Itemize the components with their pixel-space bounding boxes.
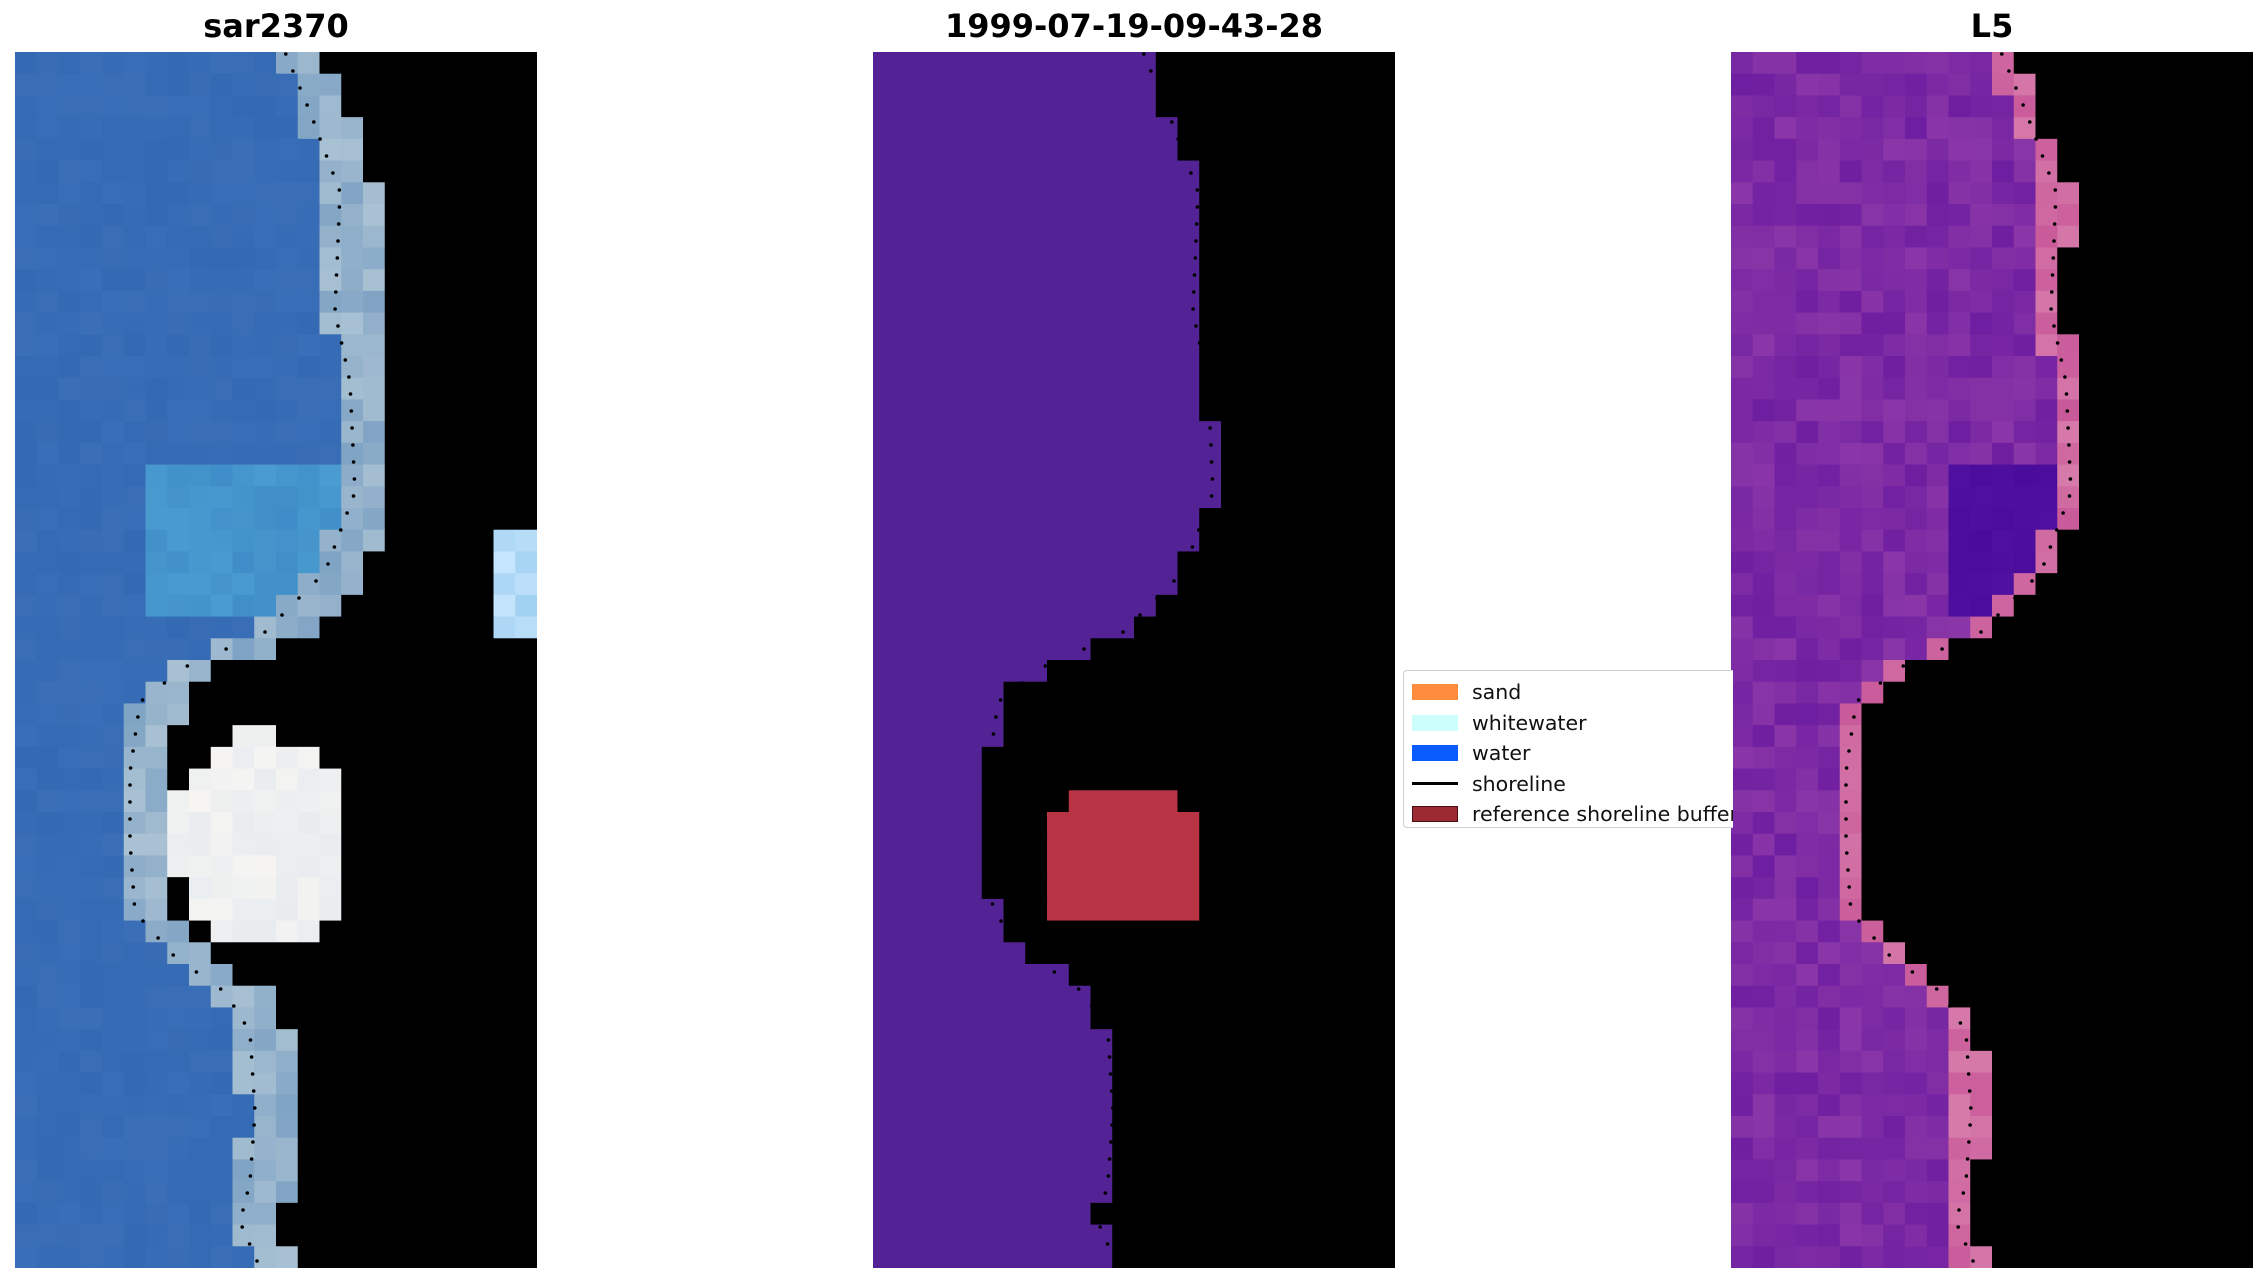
sar-image-panel — [15, 52, 537, 1268]
classification-image — [873, 52, 1395, 1268]
l5-panel — [1731, 52, 2253, 1268]
raster-pixels — [1731, 52, 2253, 1268]
legend-item-water: water — [1404, 738, 1733, 769]
raster-pixels — [873, 52, 1395, 1268]
legend-item-whitewater: whitewater — [1404, 708, 1733, 739]
water-swatch — [1412, 745, 1458, 762]
sand-swatch — [1412, 684, 1458, 701]
raster-pixels — [15, 52, 537, 1268]
buffer-swatch — [1412, 806, 1458, 823]
shoreline-line-swatch — [1412, 782, 1458, 786]
legend-label-shoreline: shoreline — [1472, 771, 1566, 796]
legend-label-water: water — [1472, 741, 1531, 766]
whitewater-swatch — [1412, 714, 1458, 731]
classification-panel — [873, 52, 1395, 1268]
shoreline-dots — [1844, 52, 2073, 1263]
legend-item-shoreline: shoreline — [1404, 769, 1733, 800]
shoreline-dots — [986, 52, 1215, 1263]
legend-label-buffer: reference shoreline buffer — [1472, 802, 1733, 827]
panel-title-1: sar2370 — [203, 7, 349, 45]
legend-item-buffer: reference shoreline buffer — [1404, 799, 1733, 827]
panel-title-3: L5 — [1970, 7, 2014, 45]
legend-label-sand: sand — [1472, 680, 1522, 705]
legend-label-whitewater: whitewater — [1472, 710, 1587, 735]
panel-title-2: 1999-07-19-09-43-28 — [944, 7, 1324, 45]
sar-image — [15, 52, 537, 1268]
l5-index-image — [1731, 52, 2253, 1268]
shoreline-dots — [128, 52, 357, 1263]
legend-item-sand: sand — [1404, 677, 1733, 708]
legend: sand whitewater water shoreline referenc… — [1403, 670, 1733, 828]
